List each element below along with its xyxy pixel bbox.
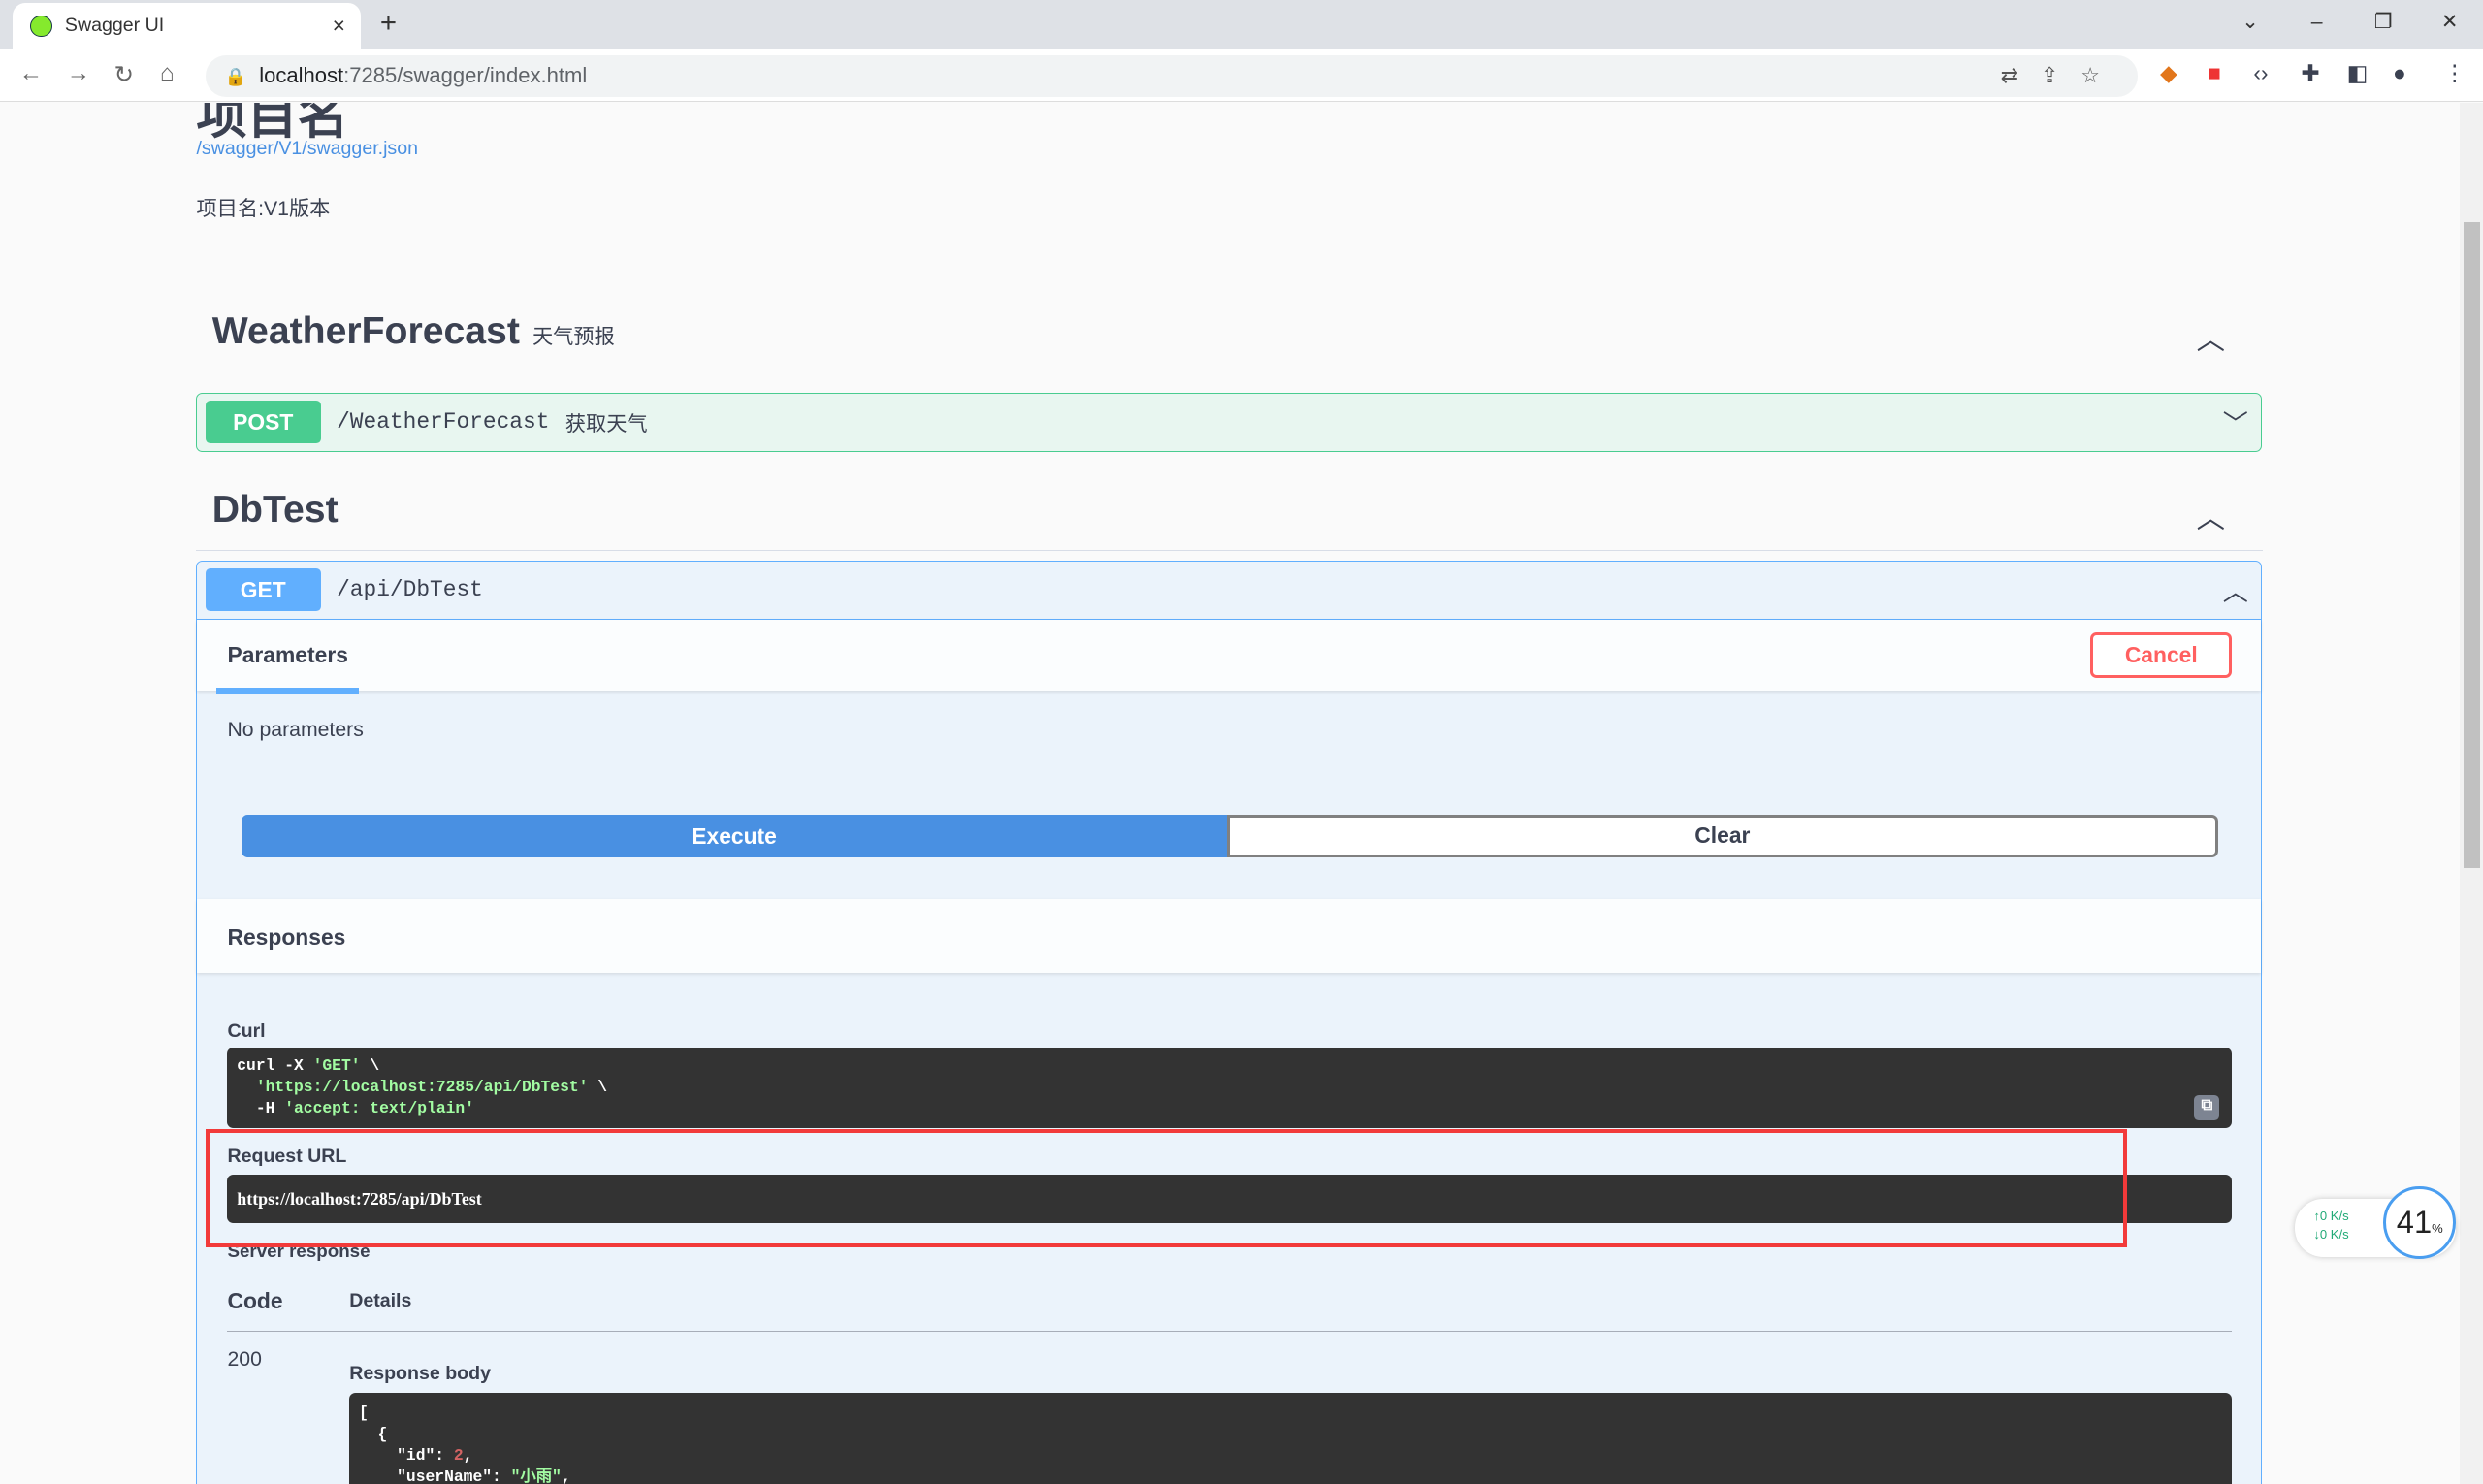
tab-title: Swagger UI	[64, 15, 165, 37]
toolbar: ← → ↻ ⌂ 🔒 localhost:7285/swagger/index.ht…	[0, 48, 2483, 103]
chevron-down-icon[interactable]: ﹀	[2222, 409, 2248, 439]
method-badge: GET	[205, 568, 321, 612]
omnibox-actions-icon[interactable]: ⇄⇪☆	[2000, 63, 2122, 88]
tag-weatherforecast[interactable]: WeatherForecast 天气预报 ︿	[196, 298, 2264, 372]
tab-strip: Swagger UI × + ⌄ – ❐ ✕	[0, 0, 2483, 49]
profile-avatar[interactable]: ●	[2393, 60, 2406, 86]
forward-icon[interactable]: →	[66, 60, 91, 87]
highlight-annotation-box	[206, 1129, 2127, 1248]
tab-parameters[interactable]: Parameters	[216, 620, 360, 694]
spec-url-link[interactable]: /swagger/V1/swagger.json	[196, 138, 418, 160]
cancel-button[interactable]: Cancel	[2090, 631, 2233, 678]
copy-icon[interactable]: ⧉	[2194, 1095, 2220, 1121]
clear-button[interactable]: Clear	[1226, 815, 2218, 858]
menu-icon[interactable]: ⋮	[2443, 60, 2467, 86]
side-panel-icon[interactable]: ◧	[2346, 60, 2369, 86]
page-description: 项目名:V1版本	[196, 197, 331, 220]
extensions-puzzle-icon[interactable]: ✚	[2301, 60, 2320, 86]
curl-block[interactable]: curl -X 'GET' \ 'https://localhost:7285/…	[227, 1048, 2233, 1129]
page-title: 项目名	[196, 103, 349, 145]
network-monitor-widget[interactable]: ↑0 K/s ↓0 K/s 41%	[2294, 1185, 2457, 1259]
swagger-page: 项目名 /swagger/V1/swagger.json 项目名:V1版本 We…	[0, 103, 2460, 1484]
close-window-button[interactable]: ✕	[2440, 11, 2459, 33]
request-url-label: Request URL	[227, 1145, 347, 1168]
devtools-extension-icon[interactable]: ‹›	[2253, 60, 2269, 86]
response-code: 200	[227, 1348, 262, 1371]
tag-dbtest[interactable]: DbTest ︿	[196, 476, 2264, 551]
metamask-extension-icon[interactable]: ◆	[2160, 60, 2177, 86]
restore-button[interactable]: ❐	[2373, 11, 2393, 33]
scrollbar[interactable]	[2459, 103, 2483, 1484]
minimize-button[interactable]: –	[2310, 11, 2323, 33]
operation-post-weatherforecast[interactable]: POST/WeatherForecast 获取天气 ﹀	[196, 392, 2262, 452]
details-header: Details	[349, 1290, 412, 1311]
mail-extension-icon[interactable]: ■	[2207, 60, 2221, 86]
back-icon[interactable]: ←	[18, 60, 44, 87]
method-badge: POST	[205, 401, 321, 444]
tab-search-button[interactable]: ⌄	[2241, 11, 2259, 33]
execute-button[interactable]: Execute	[242, 815, 1227, 858]
responses-header: Responses	[197, 898, 2261, 974]
curl-label: Curl	[227, 1020, 266, 1043]
response-body[interactable]: [ { "id": 2, "userName": "小雨",	[349, 1393, 2233, 1484]
operation-summary[interactable]: GET/api/DbTest ︿	[197, 562, 2261, 620]
scrollbar-thumb[interactable]	[2464, 221, 2480, 868]
chevron-up-icon[interactable]: ︿	[2196, 502, 2225, 535]
home-icon[interactable]: ⌂	[159, 60, 175, 87]
code-header: Code	[227, 1288, 283, 1314]
cpu-gauge: 41%	[2383, 1185, 2457, 1259]
response-body-label: Response body	[349, 1363, 491, 1385]
address-bar[interactable]: 🔒 localhost:7285/swagger/index.html ⇄⇪☆	[206, 55, 2139, 97]
chevron-up-icon[interactable]: ︿	[2222, 577, 2248, 607]
operation-get-dbtest: GET/api/DbTest ︿ Parameters Cancel No para…	[196, 560, 2262, 1484]
reload-icon[interactable]: ↻	[113, 62, 135, 89]
new-tab-button[interactable]: +	[379, 6, 397, 39]
close-tab-icon[interactable]: ×	[332, 13, 345, 39]
swagger-favicon-icon	[30, 15, 52, 38]
lock-icon: 🔒	[224, 67, 247, 87]
request-url-value[interactable]: https://localhost:7285/api/DbTest	[227, 1174, 2233, 1224]
no-parameters-text: No parameters	[227, 718, 364, 741]
browser-tab[interactable]: Swagger UI ×	[13, 3, 362, 49]
chevron-up-icon[interactable]: ︿	[2196, 323, 2225, 356]
